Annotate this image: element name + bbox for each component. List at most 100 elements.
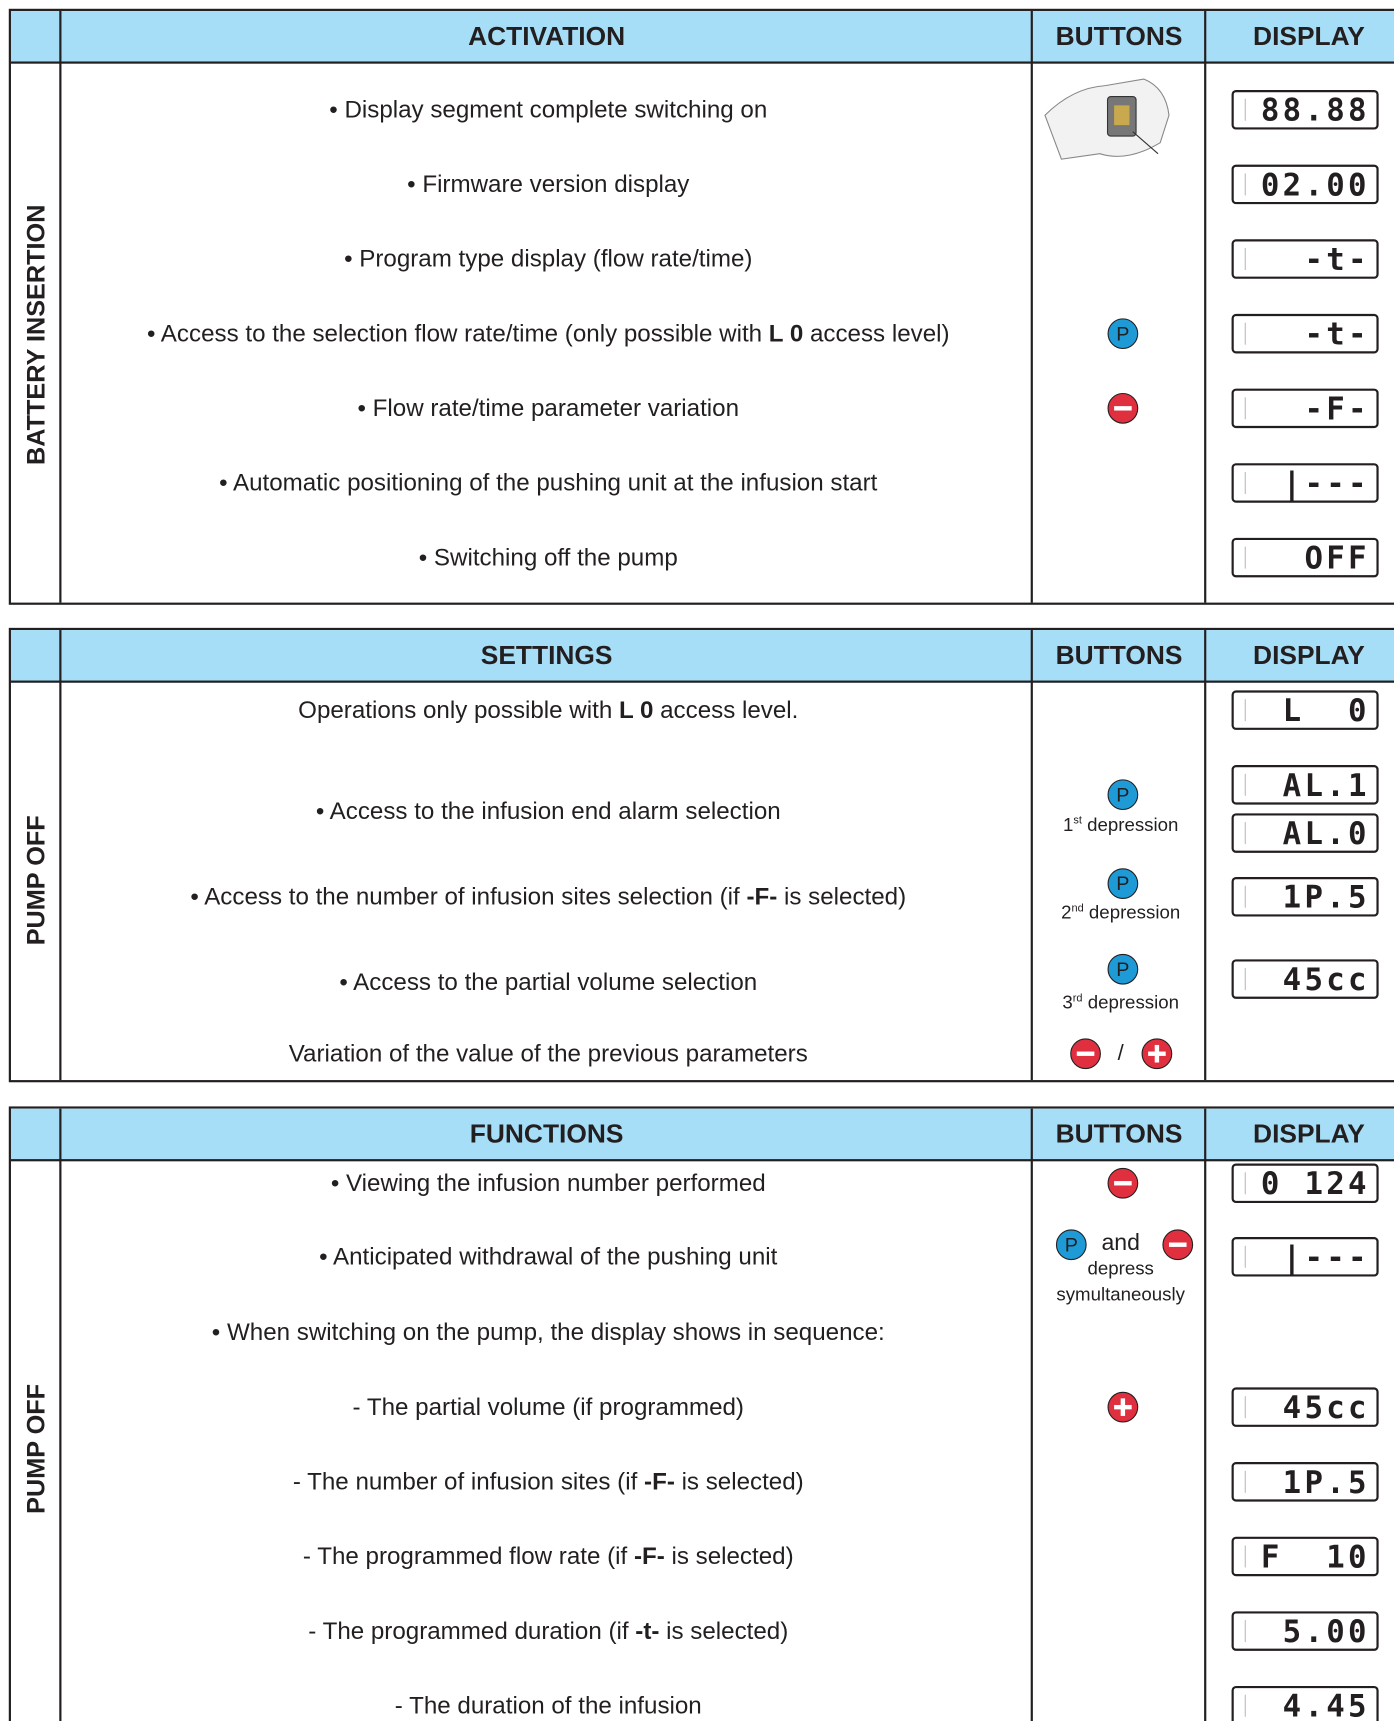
display: 0 124 <box>1231 1163 1379 1204</box>
row-text: • Switching off the pump <box>418 543 678 571</box>
settings-table: SETTINGS BUTTONS DISPLAY PUMP OFF Operat… <box>8 627 1394 1083</box>
text: L 0 <box>618 695 654 724</box>
row-text: • Program type display (flow rate/time) <box>344 244 753 273</box>
header-section: FUNCTIONS <box>469 1119 624 1150</box>
row-text: - The programmed duration (if -t- is sel… <box>63 1617 1034 1646</box>
header-section: ACTIVATION <box>468 21 626 52</box>
display: 02.00 <box>1231 164 1379 205</box>
side-label: PUMP OFF <box>21 815 50 946</box>
row-text: - The programmed flow rate (if -F- is se… <box>63 1542 1034 1571</box>
display: |--- <box>1231 463 1379 503</box>
button-caption: 2nd depression <box>1034 902 1207 924</box>
row-text: - The duration of the infusion <box>394 1691 702 1719</box>
minus-button-icon <box>1070 1038 1101 1070</box>
row-text: - The number of infusion sites (if -F- i… <box>63 1468 1034 1497</box>
row-text: • Firmware version display <box>407 170 690 198</box>
display: 1P.5 <box>1231 877 1379 917</box>
shape <box>10 630 1394 683</box>
text: depression <box>1081 814 1179 836</box>
button-caption: 1st depression <box>1034 814 1207 836</box>
button-caption: 3rd depression <box>1034 992 1207 1014</box>
row-text: • Anticipated withdrawal of the pushing … <box>319 1242 778 1270</box>
text: - The programmed flow rate (if <box>302 1542 634 1570</box>
display: 5.00 <box>1231 1611 1379 1651</box>
plus-button-icon <box>1107 1391 1139 1423</box>
header-buttons: BUTTONS <box>1055 641 1183 671</box>
display: 45cc <box>1231 1387 1379 1427</box>
functions-table: FUNCTIONS BUTTONS DISPLAY PUMP OFF • Vie… <box>8 1106 1394 1721</box>
display: F 10 <box>1231 1536 1379 1577</box>
p-button-icon: P <box>1107 318 1139 350</box>
p-button-icon: P <box>1107 953 1139 985</box>
text: -F- <box>644 1467 675 1495</box>
text: • Access to the selection flow rate/time… <box>146 319 769 347</box>
activation-table: ACTIVATION BUTTONS DISPLAY BATTERY INSER… <box>8 8 1394 605</box>
row-text: • Access to the infusion end alarm selec… <box>315 796 781 825</box>
shape <box>1030 10 1033 603</box>
row-text: • Access to the partial volume selection <box>339 968 758 996</box>
text: depression <box>1082 992 1180 1014</box>
minus-button-icon <box>1162 1229 1194 1261</box>
display: |--- <box>1231 1237 1379 1277</box>
header-buttons: BUTTONS <box>1055 1119 1183 1150</box>
row-text: • Access to the number of infusion sites… <box>63 883 1034 912</box>
row-text: Operations only possible with L 0 access… <box>63 696 1034 725</box>
button-caption: symultaneously <box>1056 1284 1185 1306</box>
display: -t- <box>1231 313 1379 354</box>
text: -F- <box>633 1542 665 1570</box>
header-display: DISPLAY <box>1253 21 1365 52</box>
shape <box>59 10 62 603</box>
text: 1 <box>1062 814 1074 836</box>
display: OFF <box>1231 537 1379 578</box>
text: - The programmed duration (if <box>308 1616 636 1645</box>
text: 2 <box>1061 902 1072 924</box>
display: AL.0 <box>1231 813 1379 853</box>
shape <box>59 1108 62 1721</box>
display: 1P.5 <box>1231 1462 1379 1502</box>
p-button-icon: P <box>1055 1229 1087 1261</box>
button-text: and <box>1101 1230 1140 1256</box>
text: -F- <box>746 882 778 910</box>
display: -F- <box>1231 388 1379 429</box>
button-text: / <box>1117 1041 1124 1066</box>
text: nd <box>1071 902 1084 915</box>
row-text: • Flow rate/time parameter variation <box>357 394 740 422</box>
shape <box>1132 131 1159 155</box>
shape <box>1204 10 1207 603</box>
display: AL.1 <box>1231 765 1379 805</box>
text: -t- <box>635 1616 660 1645</box>
p-button-icon: P <box>1107 779 1139 811</box>
text: 3 <box>1062 992 1073 1014</box>
shape <box>10 1108 1394 1162</box>
shape <box>1030 1108 1033 1721</box>
row-text: • Automatic positioning of the pushing u… <box>219 468 878 497</box>
side-label: BATTERY INSERTION <box>21 204 50 465</box>
display: L 0 <box>1231 690 1379 730</box>
text: depression <box>1083 902 1181 924</box>
minus-button-icon <box>1107 392 1139 424</box>
shape <box>1030 630 1033 1081</box>
row-text: • When switching on the pump, the displa… <box>211 1318 885 1346</box>
header-display: DISPLAY <box>1253 1119 1365 1150</box>
minus-button-icon <box>1107 1167 1139 1199</box>
side-label: PUMP OFF <box>21 1383 50 1514</box>
text: is selected) <box>674 1467 804 1495</box>
header-buttons: BUTTONS <box>1055 21 1183 52</box>
button-caption: depress <box>1087 1257 1154 1279</box>
row-text: • Access to the selection flow rate/time… <box>63 319 1034 348</box>
display: -t- <box>1231 239 1379 279</box>
text: Operations only possible with <box>298 695 619 724</box>
text: - The number of infusion sites (if <box>292 1467 645 1495</box>
battery-photo <box>1044 78 1170 160</box>
shape <box>1204 1108 1207 1721</box>
shape <box>1204 630 1207 1081</box>
shape <box>1114 105 1130 126</box>
plus-button-icon <box>1141 1038 1173 1070</box>
text: is selected) <box>659 1616 789 1645</box>
text: access level) <box>803 319 950 347</box>
row-text: • Display segment complete switching on <box>329 95 768 123</box>
text: • Access to the number of infusion sites… <box>190 882 747 910</box>
text: is selected) <box>664 1542 794 1570</box>
